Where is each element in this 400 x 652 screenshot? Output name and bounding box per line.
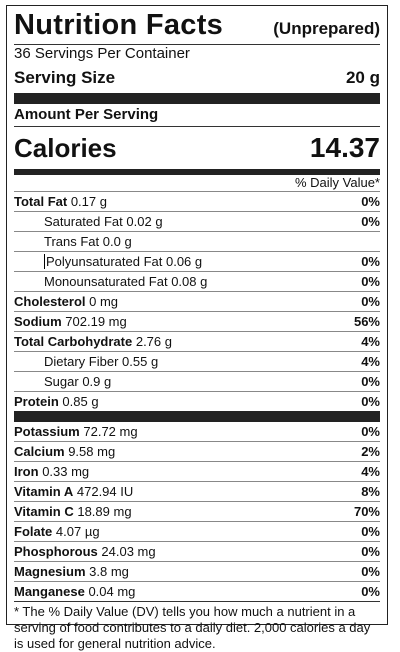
mineral-amount: 24.03 mg: [101, 544, 156, 559]
mineral-amount: 3.8 mg: [89, 564, 129, 579]
nutrient-amount: 0.17 g: [70, 194, 107, 209]
mineral-amount: 9.58 mg: [68, 444, 116, 459]
nutrient-pct: 0%: [361, 274, 380, 289]
nutrient-amount: 0.08 g: [171, 274, 208, 289]
nutrient-name: Saturated Fat: [44, 214, 123, 229]
nutrient-name: Trans Fat: [44, 234, 100, 249]
nutrient-name: Polyunsaturated Fat: [44, 254, 163, 269]
mineral-name: Vitamin C: [14, 504, 74, 519]
calories-value: 14.37: [309, 132, 380, 163]
label-title: Nutrition Facts: [14, 9, 224, 41]
mineral-pct: 0%: [361, 544, 380, 559]
mineral-amount: 72.72 mg: [83, 424, 138, 439]
mineral-name: Vitamin A: [14, 484, 74, 499]
nutrient-pct: 4%: [361, 334, 380, 349]
mineral-row-magnesium: Magnesium 3.8 mg 0%: [14, 561, 380, 581]
amount-per-serving: Amount Per Serving: [14, 106, 159, 123]
nutrient-amount: 0.85 g: [62, 394, 99, 409]
nutrition-label: Nutrition Facts (Unprepared) 36 Servings…: [6, 5, 388, 651]
nutrient-row-total-carbohydrate: Total Carbohydrate 2.76 g 4%: [14, 331, 380, 351]
mineral-row-phosphorous: Phosphorous 24.03 mg 0%: [14, 541, 380, 561]
mineral-name: Iron: [14, 464, 39, 479]
divider: [14, 44, 380, 45]
calories-label: Calories: [14, 132, 117, 163]
nutrient-amount: 2.76 g: [135, 334, 172, 349]
label-subtitle: (Unprepared): [273, 19, 380, 38]
nutrient-pct: 0%: [361, 374, 380, 389]
thick-divider: [14, 93, 380, 104]
mineral-pct: 2%: [361, 444, 380, 459]
nutrient-name: Protein: [14, 394, 59, 409]
nutrient-row-saturated-fat: Saturated Fat 0.02 g 0%: [14, 211, 380, 231]
calories-row: Calories 14.37: [14, 126, 380, 169]
mineral-name: Phosphorous: [14, 544, 98, 559]
nutrient-row-polyunsaturated-fat: Polyunsaturated Fat 0.06 g 0%: [14, 251, 380, 271]
nutrient-name: Total Fat: [14, 194, 68, 209]
nutrient-amount: 0.02 g: [126, 214, 163, 229]
mineral-pct: 8%: [361, 484, 380, 499]
nutrient-name: Monounsaturated Fat: [44, 274, 168, 289]
mineral-name: Manganese: [14, 584, 85, 599]
nutrient-name: Total Carbohydrate: [14, 334, 133, 349]
mineral-pct: 70%: [353, 504, 380, 519]
footnote: * The % Daily Value (DV) tells you how m…: [14, 601, 380, 652]
mineral-amount: 0.04 mg: [88, 584, 136, 599]
mineral-amount: 4.07 µg: [55, 524, 100, 539]
nutrient-row-dietary-fiber: Dietary Fiber 0.55 g 4%: [14, 351, 380, 371]
nutrient-amount: 0 mg: [89, 294, 119, 309]
mineral-pct: 4%: [361, 464, 380, 479]
mineral-row-calcium: Calcium 9.58 mg 2%: [14, 441, 380, 461]
nutrient-row-monounsaturated-fat: Monounsaturated Fat 0.08 g 0%: [14, 271, 380, 291]
serving-size-label: Serving Size: [14, 68, 116, 87]
nutrient-row-protein: Protein 0.85 g 0%: [14, 391, 380, 411]
nutrient-amount: 0.0 g: [102, 234, 132, 249]
nutrient-name: Dietary Fiber: [44, 354, 119, 369]
mineral-amount: 18.89 mg: [77, 504, 132, 519]
title-row: Nutrition Facts (Unprepared): [14, 6, 380, 44]
nutrient-row-trans-fat: Trans Fat 0.0 g: [14, 231, 380, 251]
mineral-row-manganese: Manganese 0.04 mg 0%: [14, 581, 380, 601]
mineral-row-folate: Folate 4.07 µg 0%: [14, 521, 380, 541]
serving-size-row: Serving Size 20 g: [14, 63, 380, 93]
nutrient-pct: 4%: [361, 354, 380, 369]
nutrient-row-cholesterol: Cholesterol 0 mg 0%: [14, 291, 380, 311]
mineral-pct: 0%: [361, 424, 380, 439]
thick-divider: [14, 411, 380, 422]
daily-value-header: % Daily Value*: [294, 175, 380, 190]
mineral-row-vitamin-c: Vitamin C 18.89 mg 70%: [14, 501, 380, 521]
nutrient-pct: 0%: [361, 254, 380, 269]
nutrient-pct: 0%: [361, 294, 380, 309]
mineral-pct: 0%: [361, 584, 380, 599]
mineral-pct: 0%: [361, 524, 380, 539]
mineral-name: Magnesium: [14, 564, 86, 579]
nutrient-amount: 702.19 mg: [65, 314, 127, 329]
nutrient-pct: 56%: [353, 314, 380, 329]
nutrient-name: Sugar: [44, 374, 79, 389]
mineral-amount: 0.33 mg: [42, 464, 90, 479]
nutrient-row-total-fat: Total Fat 0.17 g 0%: [14, 191, 380, 211]
nutrient-row-sugar: Sugar 0.9 g 0%: [14, 371, 380, 391]
nutrient-amount: 0.55 g: [122, 354, 159, 369]
nutrient-name: Sodium: [14, 314, 62, 329]
nutrient-name: Cholesterol: [14, 294, 86, 309]
mineral-amount: 472.94 IU: [76, 484, 134, 499]
mineral-pct: 0%: [361, 564, 380, 579]
serving-size-value: 20 g: [345, 68, 380, 87]
nutrient-amount: 0.06 g: [165, 254, 203, 269]
mineral-name: Potassium: [14, 424, 80, 439]
mineral-name: Calcium: [14, 444, 65, 459]
nutrient-pct: 0%: [361, 214, 380, 229]
mineral-row-vitamin-a: Vitamin A 472.94 IU 8%: [14, 481, 380, 501]
mineral-row-iron: Iron 0.33 mg 4%: [14, 461, 380, 481]
mineral-row-potassium: Potassium 72.72 mg 0%: [14, 422, 380, 441]
nutrient-row-sodium: Sodium 702.19 mg 56%: [14, 311, 380, 331]
servings-per-container: 36 Servings Per Container: [14, 45, 190, 62]
nutrient-amount: 0.9 g: [82, 374, 112, 389]
nutrient-pct: 0%: [361, 394, 380, 409]
nutrient-pct: 0%: [361, 194, 380, 209]
medium-divider: [14, 169, 380, 175]
mineral-name: Folate: [14, 524, 53, 539]
